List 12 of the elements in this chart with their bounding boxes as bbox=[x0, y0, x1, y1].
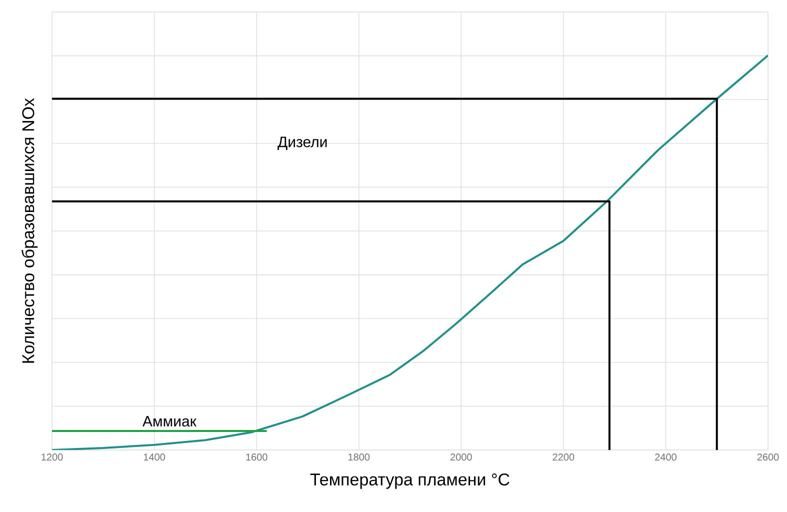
x-tick-label: 2400 bbox=[655, 454, 676, 461]
annotation: Дизели bbox=[278, 136, 327, 150]
x-tick-label: 2600 bbox=[757, 454, 779, 461]
x-tick-label: 1400 bbox=[144, 454, 166, 461]
x-tick-label: 2000 bbox=[450, 454, 472, 461]
annotation: Аммиак bbox=[142, 416, 196, 427]
x-tick-label: 1800 bbox=[348, 454, 370, 461]
y-axis-title: Количество образовавшихся NOx bbox=[22, 98, 38, 363]
x-tick-label: 2200 bbox=[552, 454, 574, 461]
x-axis-title: Температура пламени °C bbox=[310, 473, 510, 489]
x-tick-label: 1200 bbox=[42, 454, 63, 461]
x-tick-label: 1600 bbox=[246, 454, 268, 461]
